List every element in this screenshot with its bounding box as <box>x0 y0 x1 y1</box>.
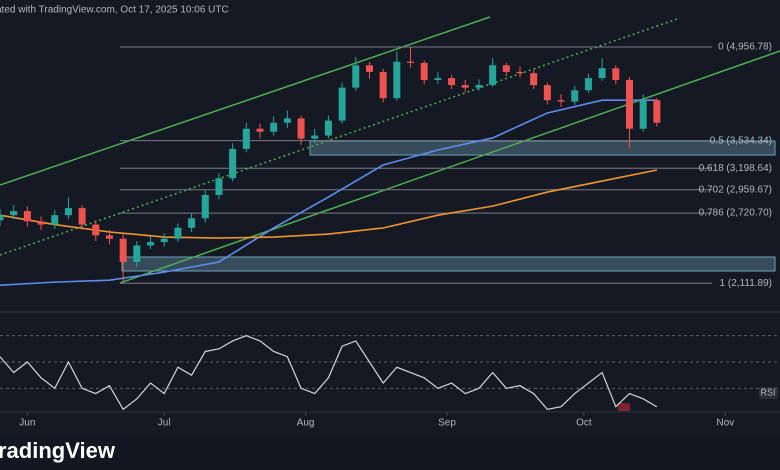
candle-body <box>297 118 305 139</box>
candle-body <box>64 208 72 216</box>
candle-body <box>516 71 524 74</box>
candle-body <box>324 120 332 136</box>
support-zone <box>121 256 776 272</box>
candle-body <box>461 85 469 88</box>
candle-body <box>10 211 18 216</box>
x-tick-label: Sep <box>438 418 456 429</box>
fib-label: 0.702 (2,959.67) <box>699 184 772 195</box>
candle-body <box>393 61 401 99</box>
candle-body <box>229 148 237 179</box>
candle-body <box>379 71 387 99</box>
x-tick-label: Oct <box>576 418 592 429</box>
channel-midline <box>0 17 681 256</box>
candle-body <box>625 79 633 129</box>
rsi-badge <box>759 387 778 399</box>
candle-body <box>23 211 31 222</box>
candle-body <box>530 73 538 86</box>
brand-logo: radingView <box>0 438 116 463</box>
candle-body <box>420 62 428 80</box>
candle-body <box>37 221 45 225</box>
support-zone <box>309 140 776 156</box>
candle-body <box>78 208 86 225</box>
candle-body <box>160 238 168 243</box>
candle-body <box>92 224 100 236</box>
candle-body <box>365 65 373 72</box>
fib-label: 0.5 (3,534.34) <box>710 135 772 146</box>
footer <box>0 435 780 470</box>
rsi-marker <box>618 403 630 411</box>
candle-body <box>653 100 661 123</box>
candle-body <box>639 100 647 129</box>
candle-body <box>489 65 497 86</box>
candle-body <box>133 245 141 262</box>
x-tick-label: Aug <box>297 418 315 429</box>
candle-body <box>475 85 483 88</box>
x-tick-label: Jul <box>158 418 171 429</box>
candle-body <box>201 194 209 219</box>
x-tick-label: Jun <box>19 418 35 429</box>
header-caption: ated with TradingView.com, Oct 17, 2025 … <box>0 5 229 16</box>
fib-label: 0 (4,956.78) <box>718 42 772 53</box>
x-tick-label: Nov <box>716 418 734 429</box>
fib-label: 0.786 (2,720.70) <box>699 208 772 219</box>
candle-body <box>407 61 415 63</box>
candle-body <box>270 122 278 132</box>
candle-body <box>215 178 223 195</box>
rsi-label: RSI <box>760 387 775 397</box>
candle-body <box>584 78 592 91</box>
candle-body <box>105 235 113 239</box>
candle-body <box>352 65 360 88</box>
candle-body <box>147 242 155 246</box>
fib-label: 1 (2,111.89) <box>720 278 772 289</box>
candle-body <box>502 65 510 72</box>
candle-body <box>557 100 565 102</box>
fib-label: 0.618 (3,198.64) <box>699 163 772 174</box>
candle-body <box>543 85 551 101</box>
channel-line <box>119 50 780 284</box>
candle-body <box>311 135 319 139</box>
candle-body <box>448 78 456 86</box>
candle-body <box>51 215 59 225</box>
candle-body <box>434 78 442 80</box>
candle-body <box>256 128 264 132</box>
candle-body <box>242 128 250 149</box>
candle-body <box>0 215 4 221</box>
moving-average <box>0 99 657 286</box>
channel-line <box>0 16 491 186</box>
candle-body <box>612 68 620 80</box>
candle-body <box>283 118 291 123</box>
candle-body <box>598 68 606 79</box>
candle-body <box>571 90 579 102</box>
annotations <box>0 16 780 470</box>
candle-body <box>119 238 127 262</box>
candle-body <box>174 227 182 239</box>
rsi-line <box>0 335 658 411</box>
candle-body <box>338 87 346 121</box>
candle-body <box>188 218 196 228</box>
